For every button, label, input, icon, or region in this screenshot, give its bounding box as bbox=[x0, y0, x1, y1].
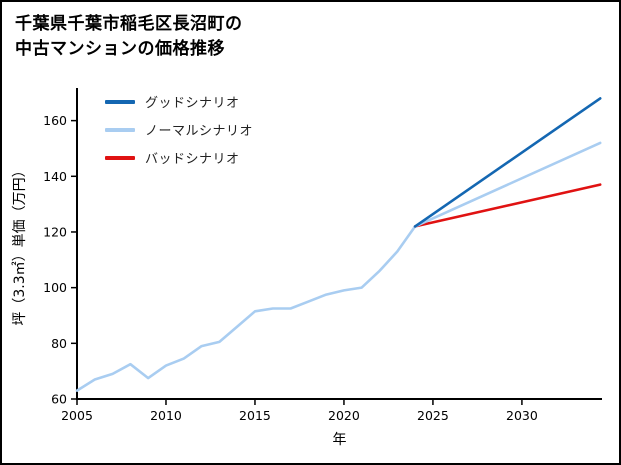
legend-label-1: ノーマルシナリオ bbox=[145, 124, 254, 139]
legend-item-0: グッドシナリオ bbox=[105, 92, 253, 111]
legend-swatch-2 bbox=[105, 155, 135, 160]
y-tick-label: 120 bbox=[43, 224, 67, 239]
y-tick-label: 100 bbox=[43, 280, 67, 295]
legend-swatch-1 bbox=[105, 127, 135, 132]
x-tick-label: 2005 bbox=[61, 408, 93, 423]
x-tick-label: 2030 bbox=[506, 408, 538, 423]
scenario-line-0 bbox=[413, 97, 602, 228]
history-price-line bbox=[75, 225, 417, 392]
y-tick-label: 140 bbox=[43, 169, 67, 184]
chart-legend: グッドシナリオ ノーマルシナリオ バッドシナリオ bbox=[105, 92, 253, 167]
x-tick-label: 2025 bbox=[417, 408, 449, 423]
x-tick-label: 2010 bbox=[150, 408, 182, 423]
legend-item-1: ノーマルシナリオ bbox=[105, 120, 253, 139]
y-tick-label: 80 bbox=[51, 336, 67, 351]
chart-title: 千葉県千葉市稲毛区長沼町の 中古マンションの価格推移 bbox=[15, 12, 243, 61]
scenario-line-1 bbox=[413, 141, 602, 228]
y-axis-label: 坪（3.3㎡）単価（万円） bbox=[12, 163, 28, 325]
legend-label-0: グッドシナリオ bbox=[145, 96, 240, 111]
y-tick-label: 160 bbox=[43, 113, 67, 128]
y-tick-label: 60 bbox=[51, 392, 67, 407]
chart-title-line-2: 中古マンションの価格推移 bbox=[15, 38, 225, 59]
x-tick-label: 2015 bbox=[239, 408, 271, 423]
legend-label-2: バッドシナリオ bbox=[145, 152, 240, 167]
x-tick-label: 2020 bbox=[328, 408, 360, 423]
legend-swatch-0 bbox=[105, 99, 135, 104]
legend-item-2: バッドシナリオ bbox=[105, 148, 253, 167]
scenario-line-2 bbox=[413, 183, 602, 228]
x-axis-label: 年 bbox=[333, 432, 347, 448]
chart-title-line-1: 千葉県千葉市稲毛区長沼町の bbox=[15, 14, 243, 34]
